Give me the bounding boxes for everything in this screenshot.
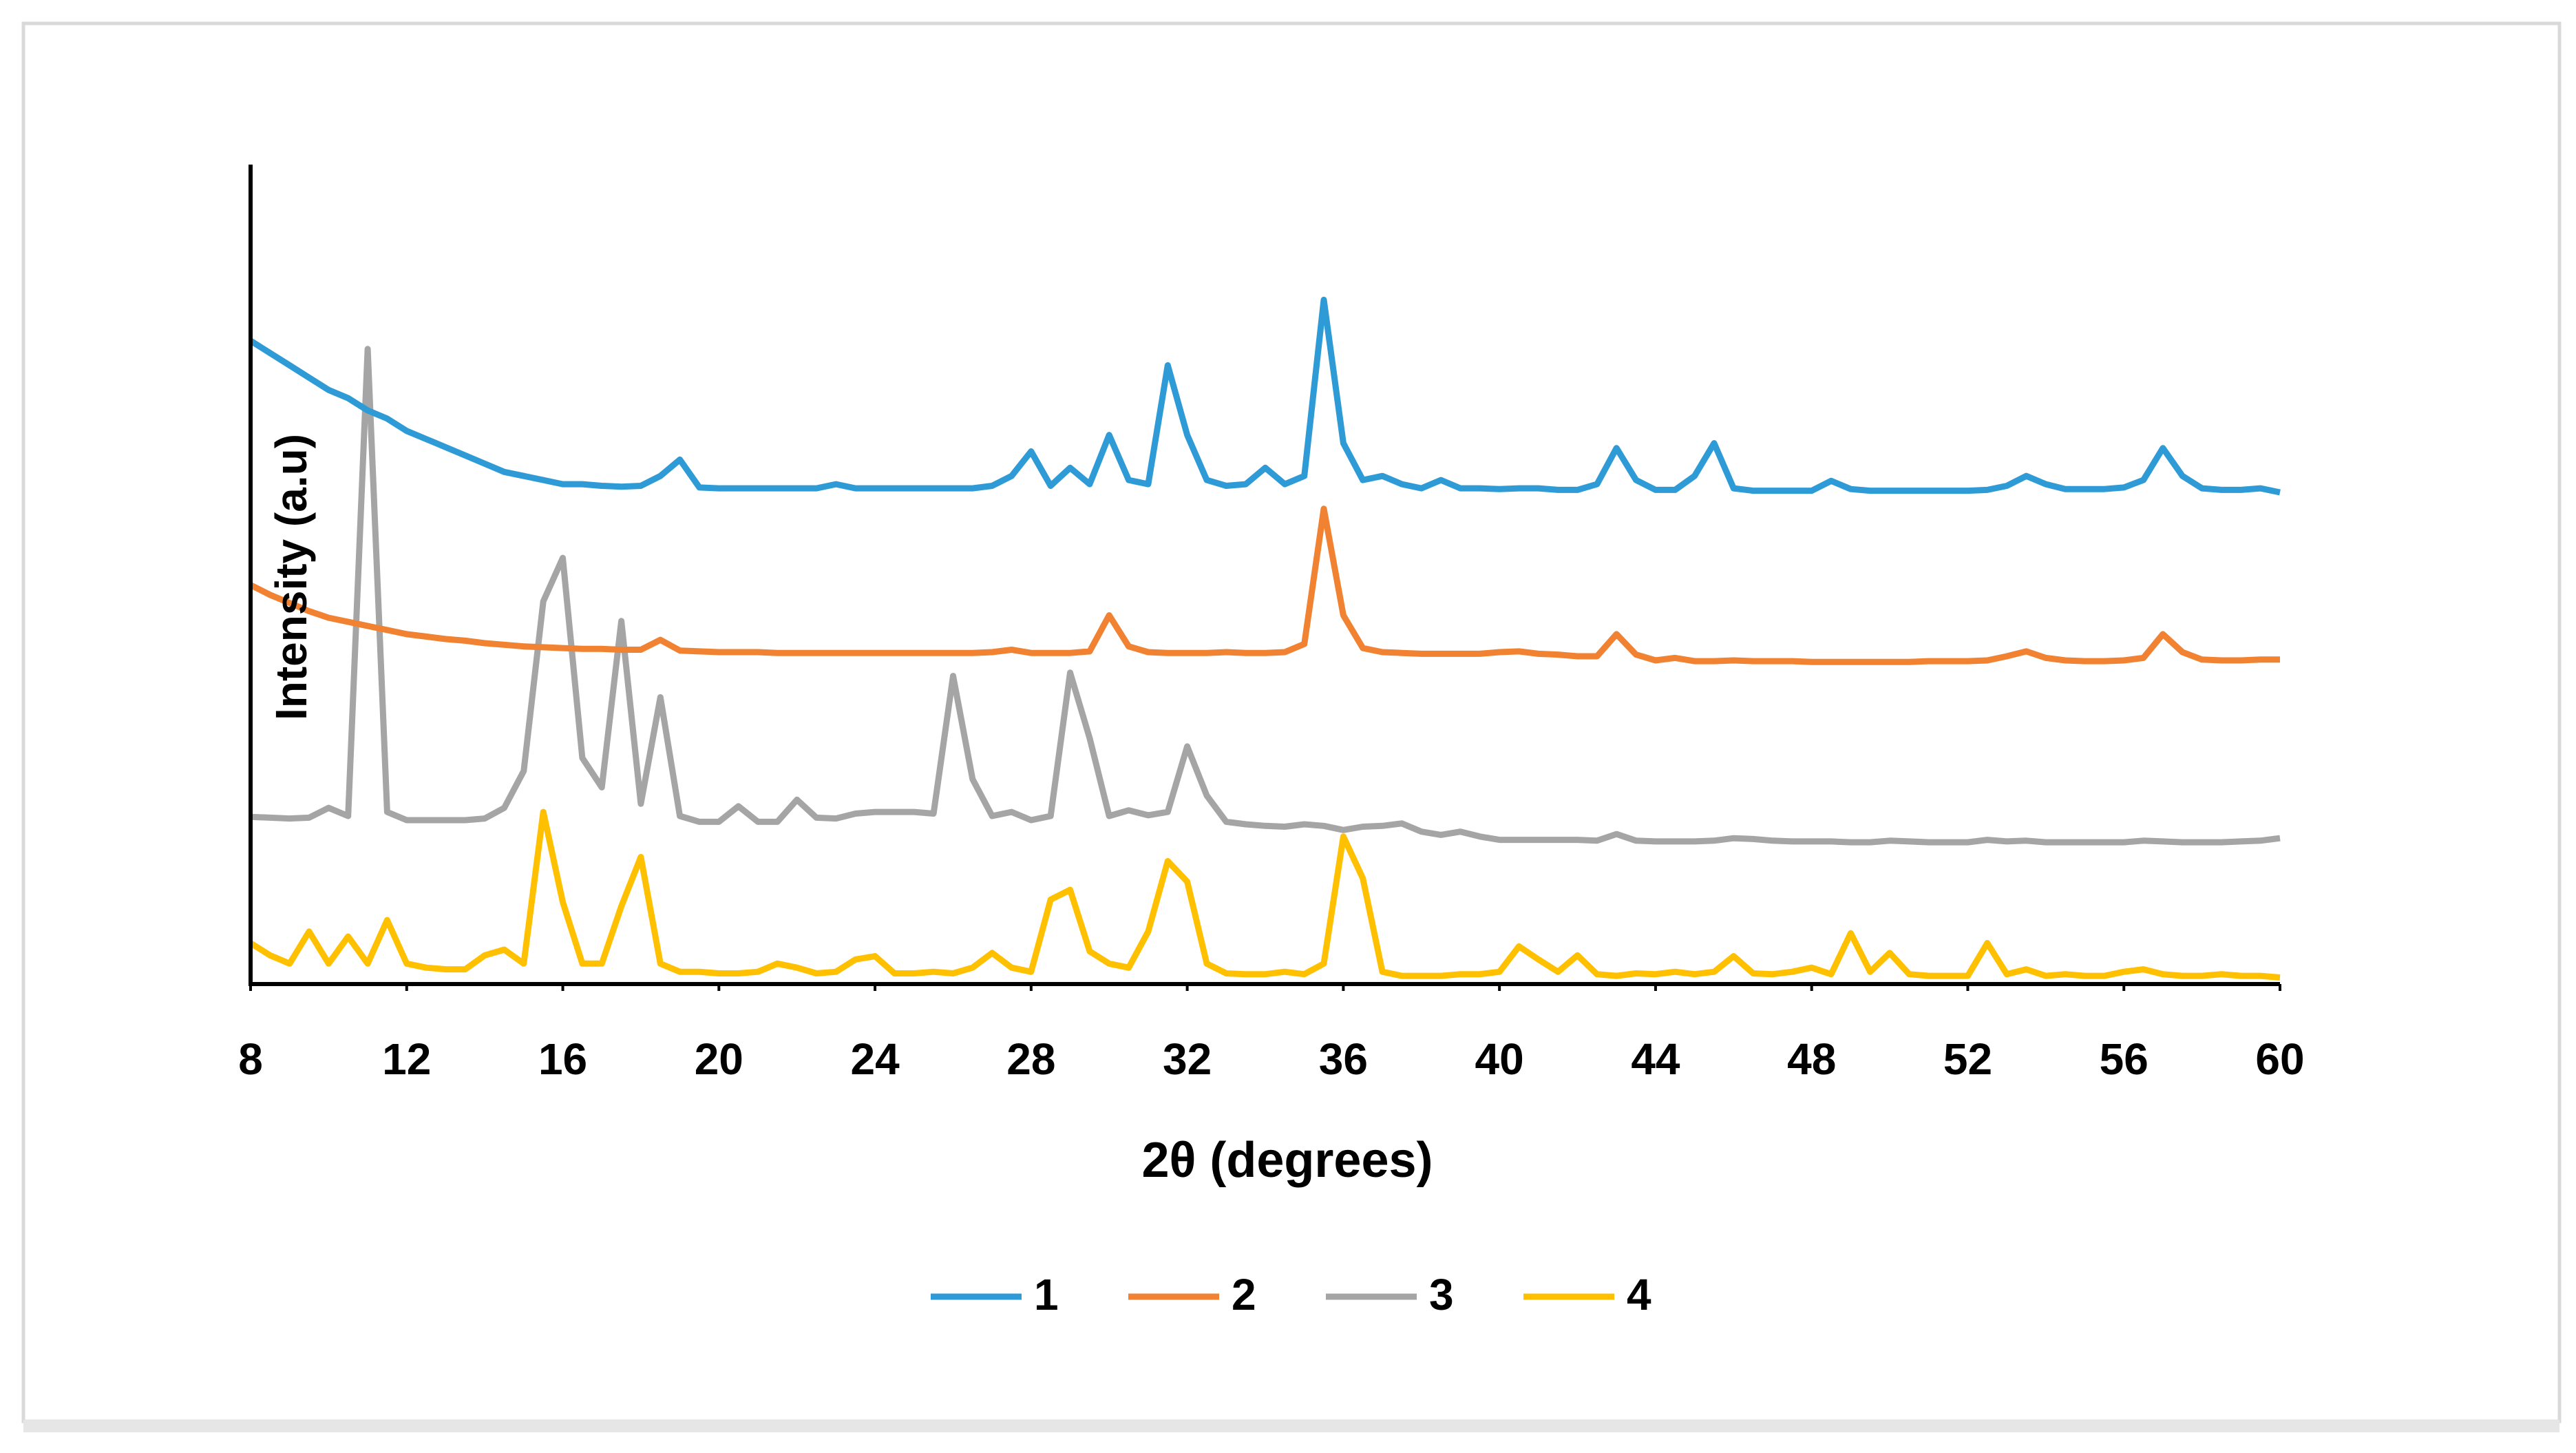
x-tick-label: 60 xyxy=(2255,1034,2304,1084)
x-tick-label: 20 xyxy=(695,1034,743,1084)
x-tick-label: 8 xyxy=(238,1034,263,1084)
series-line xyxy=(249,808,2281,981)
frame-shadow xyxy=(23,1420,2559,1432)
x-tick-label: 44 xyxy=(1631,1034,1680,1084)
x-tick-label: 24 xyxy=(850,1034,900,1084)
x-tick-label: 52 xyxy=(1943,1034,1992,1084)
x-tick-label: 56 xyxy=(2100,1034,2149,1084)
x-tick-label: 36 xyxy=(1319,1034,1368,1084)
x-tick-label: 48 xyxy=(1787,1034,1836,1084)
series-line xyxy=(250,346,2281,846)
x-tick-label: 40 xyxy=(1475,1034,1524,1084)
series-line xyxy=(249,296,2281,496)
series-line xyxy=(249,505,2280,665)
x-tick-label: 16 xyxy=(538,1034,587,1084)
legend-label: 3 xyxy=(1429,1270,1454,1319)
legend-label: 1 xyxy=(1034,1270,1059,1319)
x-tick-label: 32 xyxy=(1163,1034,1212,1084)
legend-label: 4 xyxy=(1627,1270,1651,1319)
x-axis-label: 2θ (degrees) xyxy=(1141,1133,1433,1188)
chart-frame xyxy=(21,21,2562,1423)
plot-area xyxy=(249,296,2281,981)
x-tick-label: 28 xyxy=(1006,1034,1055,1084)
legend-label: 2 xyxy=(1232,1270,1256,1319)
x-tick-label: 12 xyxy=(382,1034,431,1084)
y-axis-label: Intensity (a.u) xyxy=(266,434,316,720)
